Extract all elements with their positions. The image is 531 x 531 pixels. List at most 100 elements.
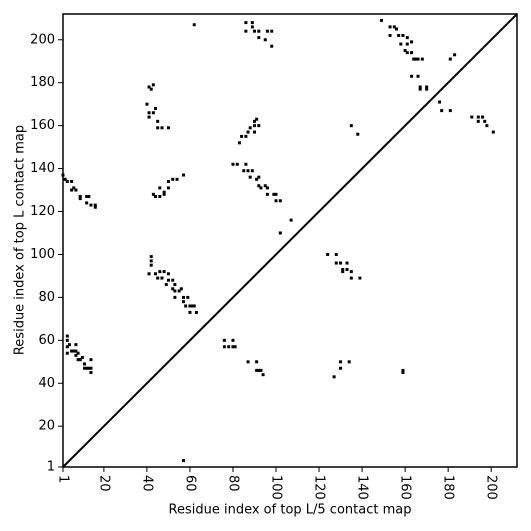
contact-point xyxy=(154,272,158,276)
contact-point xyxy=(485,124,489,128)
contact-point xyxy=(85,201,89,205)
contact-point xyxy=(188,310,192,314)
contact-point xyxy=(156,119,160,123)
contact-point xyxy=(67,343,71,347)
contact-point xyxy=(149,87,153,91)
contact-point xyxy=(491,130,495,134)
x-tick-label: 20 xyxy=(96,475,111,492)
x-axis-label: Residue index of top L/5 contact map xyxy=(169,503,412,518)
contact-point xyxy=(147,111,151,115)
contact-point xyxy=(345,261,349,265)
contact-point xyxy=(339,261,343,265)
contact-point xyxy=(70,179,74,183)
contact-point xyxy=(410,74,414,78)
contact-point xyxy=(89,358,93,362)
contact-point xyxy=(65,345,69,349)
contact-point xyxy=(341,270,345,274)
x-tick-label: 120 xyxy=(312,475,327,500)
contact-point xyxy=(250,25,254,29)
x-tick-label: 160 xyxy=(398,475,413,500)
contact-point xyxy=(235,162,239,166)
contact-point xyxy=(246,169,250,173)
x-tick-label: 1 xyxy=(56,475,71,483)
contact-point xyxy=(453,53,457,57)
contact-point xyxy=(74,343,78,347)
contact-point xyxy=(425,85,429,89)
contact-point xyxy=(349,270,353,274)
contact-point xyxy=(83,362,87,366)
contact-point xyxy=(85,194,89,198)
contact-point xyxy=(274,192,278,196)
contact-point xyxy=(244,134,248,138)
contact-point xyxy=(181,295,185,299)
contact-point xyxy=(231,338,235,342)
contact-point xyxy=(70,349,74,353)
y-tick-label: 120 xyxy=(30,204,55,219)
contact-point xyxy=(401,371,405,375)
contact-point xyxy=(188,304,192,308)
contact-point xyxy=(257,29,261,33)
contact-point xyxy=(332,375,336,379)
contact-point xyxy=(162,270,166,274)
contact-point xyxy=(401,368,405,372)
contact-point xyxy=(160,276,164,280)
contact-point xyxy=(171,278,175,282)
contact-point xyxy=(74,349,78,353)
contact-point xyxy=(89,203,93,207)
contact-point xyxy=(179,287,183,291)
contact-point xyxy=(483,119,487,123)
contact-point xyxy=(274,199,278,203)
y-tick-label: 140 xyxy=(30,161,55,176)
contact-point xyxy=(272,192,276,196)
contact-point xyxy=(186,295,190,299)
contact-point xyxy=(227,345,231,349)
contact-point xyxy=(438,100,442,104)
contact-point xyxy=(89,371,93,375)
y-tick-label: 180 xyxy=(30,75,55,90)
contact-point xyxy=(192,23,196,27)
contact-point xyxy=(87,194,91,198)
contact-point xyxy=(259,186,263,190)
contact-point xyxy=(70,188,74,192)
contact-point xyxy=(410,40,414,44)
contact-point xyxy=(166,272,170,276)
contact-point xyxy=(388,33,392,37)
contact-point xyxy=(414,57,418,61)
contact-point xyxy=(156,126,160,130)
contact-point xyxy=(175,177,179,181)
contact-point xyxy=(154,106,158,110)
contact-point xyxy=(87,366,91,370)
contact-point xyxy=(80,356,84,360)
contact-point xyxy=(83,366,87,370)
contact-point xyxy=(156,276,160,280)
contact-point xyxy=(181,173,185,177)
contact-point xyxy=(345,267,349,271)
contact-point xyxy=(349,124,353,128)
contact-point xyxy=(244,29,248,33)
contact-point xyxy=(160,126,164,130)
contact-point xyxy=(173,283,177,287)
contact-point xyxy=(65,179,69,183)
x-tick-label: 140 xyxy=(355,475,370,500)
contact-point xyxy=(164,283,168,287)
contact-point xyxy=(388,25,392,29)
contact-point xyxy=(242,169,246,173)
contact-point xyxy=(162,192,166,196)
contact-point xyxy=(257,175,261,179)
contact-point xyxy=(399,42,403,46)
contact-point xyxy=(270,44,274,48)
contact-point xyxy=(65,351,69,355)
contact-point xyxy=(222,345,226,349)
contact-point xyxy=(248,175,252,179)
contact-point xyxy=(476,115,480,119)
contact-point xyxy=(259,368,263,372)
x-tick-label: 100 xyxy=(269,475,284,500)
contact-point xyxy=(265,186,269,190)
contact-point xyxy=(405,51,409,55)
contact-point xyxy=(341,267,345,271)
contact-point xyxy=(397,33,401,37)
x-tick-label: 200 xyxy=(484,475,499,500)
contact-point xyxy=(158,270,162,274)
contact-point xyxy=(171,177,175,181)
contact-point xyxy=(379,18,383,22)
